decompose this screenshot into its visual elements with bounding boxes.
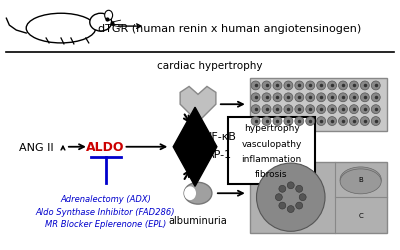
FancyBboxPatch shape [250,78,387,132]
Circle shape [262,82,271,90]
Text: hypertrophy: hypertrophy [244,124,299,133]
Circle shape [371,105,380,114]
Circle shape [328,82,336,90]
FancyBboxPatch shape [228,118,315,184]
Circle shape [256,164,325,232]
Circle shape [284,94,293,102]
Circle shape [328,117,336,126]
Text: Adrenalectomy (ADX): Adrenalectomy (ADX) [60,194,151,203]
Circle shape [306,105,315,114]
Circle shape [273,117,282,126]
Circle shape [338,105,348,114]
Circle shape [273,94,282,102]
Text: B: B [358,177,363,183]
Ellipse shape [340,167,381,192]
Circle shape [262,94,271,102]
Ellipse shape [90,14,112,32]
Text: dTGR (human renin x human angiotensinogen): dTGR (human renin x human angiotensinoge… [98,24,362,34]
Circle shape [360,94,369,102]
Text: albuminuria: albuminuria [169,215,227,225]
Circle shape [317,117,326,126]
Ellipse shape [184,182,212,204]
Circle shape [328,105,336,114]
Text: AP-1: AP-1 [207,149,232,159]
Circle shape [371,82,380,90]
Text: ALDO: ALDO [86,141,125,154]
Text: vasculopathy: vasculopathy [241,139,302,148]
Circle shape [350,94,358,102]
Circle shape [287,206,294,213]
Circle shape [262,117,271,126]
Circle shape [338,94,348,102]
Circle shape [295,117,304,126]
Text: NF-κB: NF-κB [204,131,236,141]
Circle shape [251,105,260,114]
Circle shape [251,117,260,126]
Circle shape [306,94,315,102]
Circle shape [279,186,286,192]
Circle shape [284,117,293,126]
Circle shape [371,117,380,126]
Polygon shape [173,108,217,186]
Circle shape [317,94,326,102]
Text: fibrosis: fibrosis [255,170,288,179]
Ellipse shape [105,11,113,21]
Circle shape [287,182,294,189]
Circle shape [284,82,293,90]
Circle shape [338,117,348,126]
Circle shape [295,82,304,90]
Circle shape [284,105,293,114]
Polygon shape [180,87,216,122]
Circle shape [350,82,358,90]
Circle shape [296,202,303,209]
Circle shape [360,105,369,114]
Text: Aldo Synthase Inhibitor (FAD286): Aldo Synthase Inhibitor (FAD286) [36,207,176,216]
Text: inflammation: inflammation [241,154,302,164]
Circle shape [275,194,282,201]
Circle shape [251,94,260,102]
Text: C: C [358,212,363,218]
Circle shape [273,105,282,114]
Circle shape [306,117,315,126]
Circle shape [295,105,304,114]
Circle shape [360,117,369,126]
Circle shape [317,105,326,114]
Ellipse shape [184,186,196,200]
Circle shape [295,94,304,102]
Circle shape [296,186,303,192]
FancyBboxPatch shape [250,162,387,233]
Circle shape [350,105,358,114]
Circle shape [317,82,326,90]
Text: MR Blocker Eplerenone (EPL): MR Blocker Eplerenone (EPL) [45,220,166,228]
Text: cardiac hypertrophy: cardiac hypertrophy [157,60,263,70]
Circle shape [328,94,336,102]
Circle shape [279,202,286,209]
Circle shape [306,82,315,90]
Ellipse shape [340,169,381,194]
Text: ANG II: ANG II [19,142,54,152]
Circle shape [360,82,369,90]
Circle shape [273,82,282,90]
Circle shape [350,117,358,126]
Circle shape [262,105,271,114]
Circle shape [371,94,380,102]
Circle shape [299,194,306,201]
Circle shape [338,82,348,90]
Ellipse shape [26,14,96,44]
Circle shape [251,82,260,90]
